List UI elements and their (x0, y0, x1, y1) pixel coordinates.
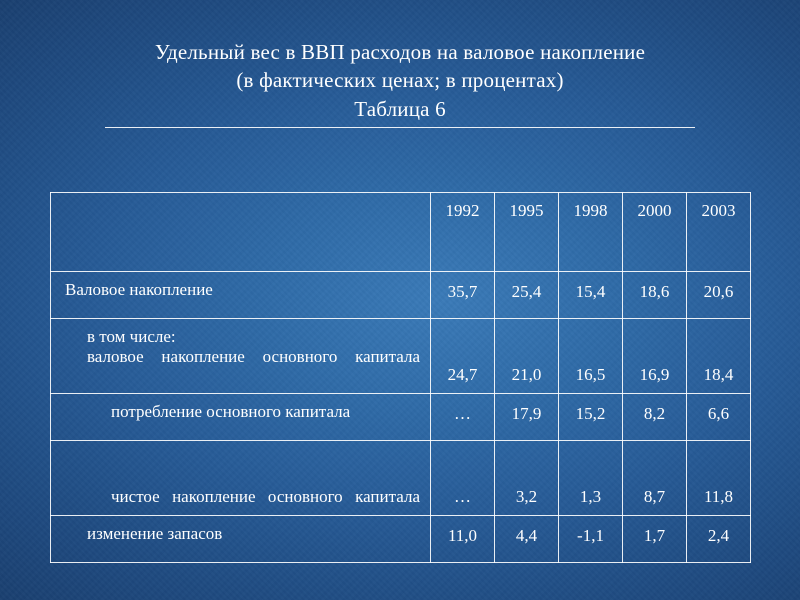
row-value-cell: 17,9 (495, 394, 559, 441)
row-value-cell: 24,7 (431, 319, 495, 394)
table-header-row: 1992 1995 1998 2000 2003 (51, 193, 751, 272)
row-label-line: чистое накопление основного капитала (111, 487, 420, 507)
header-year-label: 1992 (431, 193, 494, 271)
header-year-label: 2000 (623, 193, 686, 271)
row-value-cell: 2,4 (687, 516, 751, 563)
row-label: Валовое накопление (51, 272, 430, 318)
title-underline (105, 127, 695, 128)
row-label-line: валовое накопление основного капитала (87, 347, 420, 367)
row-value: 21,0 (495, 319, 558, 393)
row-label: потребление основного капитала (51, 394, 430, 440)
row-value: 35,7 (431, 272, 494, 318)
row-value-cell: 15,2 (559, 394, 623, 441)
header-empty (51, 193, 431, 272)
row-value: 4,4 (495, 516, 558, 562)
row-value: … (431, 441, 494, 515)
row-value-cell: … (431, 441, 495, 516)
row-value: 11,8 (687, 441, 750, 515)
row-label: чистое накопление основного капитала (51, 441, 430, 515)
header-year: 1992 (431, 193, 495, 272)
row-value: 1,7 (623, 516, 686, 562)
row-value-cell: -1,1 (559, 516, 623, 563)
row-value: … (431, 394, 494, 440)
row-label-line: в том числе: (87, 327, 420, 347)
header-year: 2003 (687, 193, 751, 272)
table-row: изменение запасов 11,0 4,4 -1,1 1,7 2,4 (51, 516, 751, 563)
table-row: потребление основного капитала … 17,9 15… (51, 394, 751, 441)
header-year: 2000 (623, 193, 687, 272)
title-block: Удельный вес в ВВП расходов на валовое н… (0, 38, 800, 128)
row-value: 8,7 (623, 441, 686, 515)
row-label: в том числе: валовое накопление основног… (51, 319, 430, 393)
row-value: 20,6 (687, 272, 750, 318)
row-value: 16,9 (623, 319, 686, 393)
row-label: изменение запасов (51, 516, 430, 562)
row-value: 3,2 (495, 441, 558, 515)
row-value-cell: 15,4 (559, 272, 623, 319)
row-value-cell: 18,6 (623, 272, 687, 319)
table-row: в том числе: валовое накопление основног… (51, 319, 751, 394)
row-label-cell: изменение запасов (51, 516, 431, 563)
title-line-1: Удельный вес в ВВП расходов на валовое н… (0, 38, 800, 66)
row-label-cell: Валовое накопление (51, 272, 431, 319)
row-value: 15,4 (559, 272, 622, 318)
row-value-cell: 8,2 (623, 394, 687, 441)
row-label-cell: в том числе: валовое накопление основног… (51, 319, 431, 394)
row-value: 18,6 (623, 272, 686, 318)
row-value: 18,4 (687, 319, 750, 393)
table-row: чистое накопление основного капитала … 3… (51, 441, 751, 516)
row-label-cell: чистое накопление основного капитала (51, 441, 431, 516)
title-line-2: (в фактических ценах; в процентах) (0, 66, 800, 94)
header-year-label: 1998 (559, 193, 622, 271)
row-label-cell: потребление основного капитала (51, 394, 431, 441)
row-value: -1,1 (559, 516, 622, 562)
row-value: 1,3 (559, 441, 622, 515)
row-value: 8,2 (623, 394, 686, 440)
row-value-cell: 16,9 (623, 319, 687, 394)
row-value: 11,0 (431, 516, 494, 562)
header-year-label: 1995 (495, 193, 558, 271)
row-value-cell: 20,6 (687, 272, 751, 319)
row-value-cell: 6,6 (687, 394, 751, 441)
row-value-cell: 18,4 (687, 319, 751, 394)
row-value-cell: 25,4 (495, 272, 559, 319)
row-value: 17,9 (495, 394, 558, 440)
table-row: Валовое накопление 35,7 25,4 15,4 18,6 2… (51, 272, 751, 319)
row-value-cell: 35,7 (431, 272, 495, 319)
row-value-cell: 11,0 (431, 516, 495, 563)
row-value-cell: 16,5 (559, 319, 623, 394)
row-value-cell: … (431, 394, 495, 441)
row-value-cell: 8,7 (623, 441, 687, 516)
row-value-cell: 4,4 (495, 516, 559, 563)
row-value-cell: 1,7 (623, 516, 687, 563)
row-value-cell: 21,0 (495, 319, 559, 394)
row-value: 16,5 (559, 319, 622, 393)
header-year-label: 2003 (687, 193, 750, 271)
row-value: 15,2 (559, 394, 622, 440)
data-table: 1992 1995 1998 2000 2003 Валовое накопле… (50, 192, 751, 563)
title-line-3: Таблица 6 (0, 95, 800, 123)
row-value: 6,6 (687, 394, 750, 440)
header-year: 1995 (495, 193, 559, 272)
row-value: 24,7 (431, 319, 494, 393)
header-year: 1998 (559, 193, 623, 272)
row-value-cell: 11,8 (687, 441, 751, 516)
row-value: 25,4 (495, 272, 558, 318)
row-value: 2,4 (687, 516, 750, 562)
row-value-cell: 3,2 (495, 441, 559, 516)
row-value-cell: 1,3 (559, 441, 623, 516)
